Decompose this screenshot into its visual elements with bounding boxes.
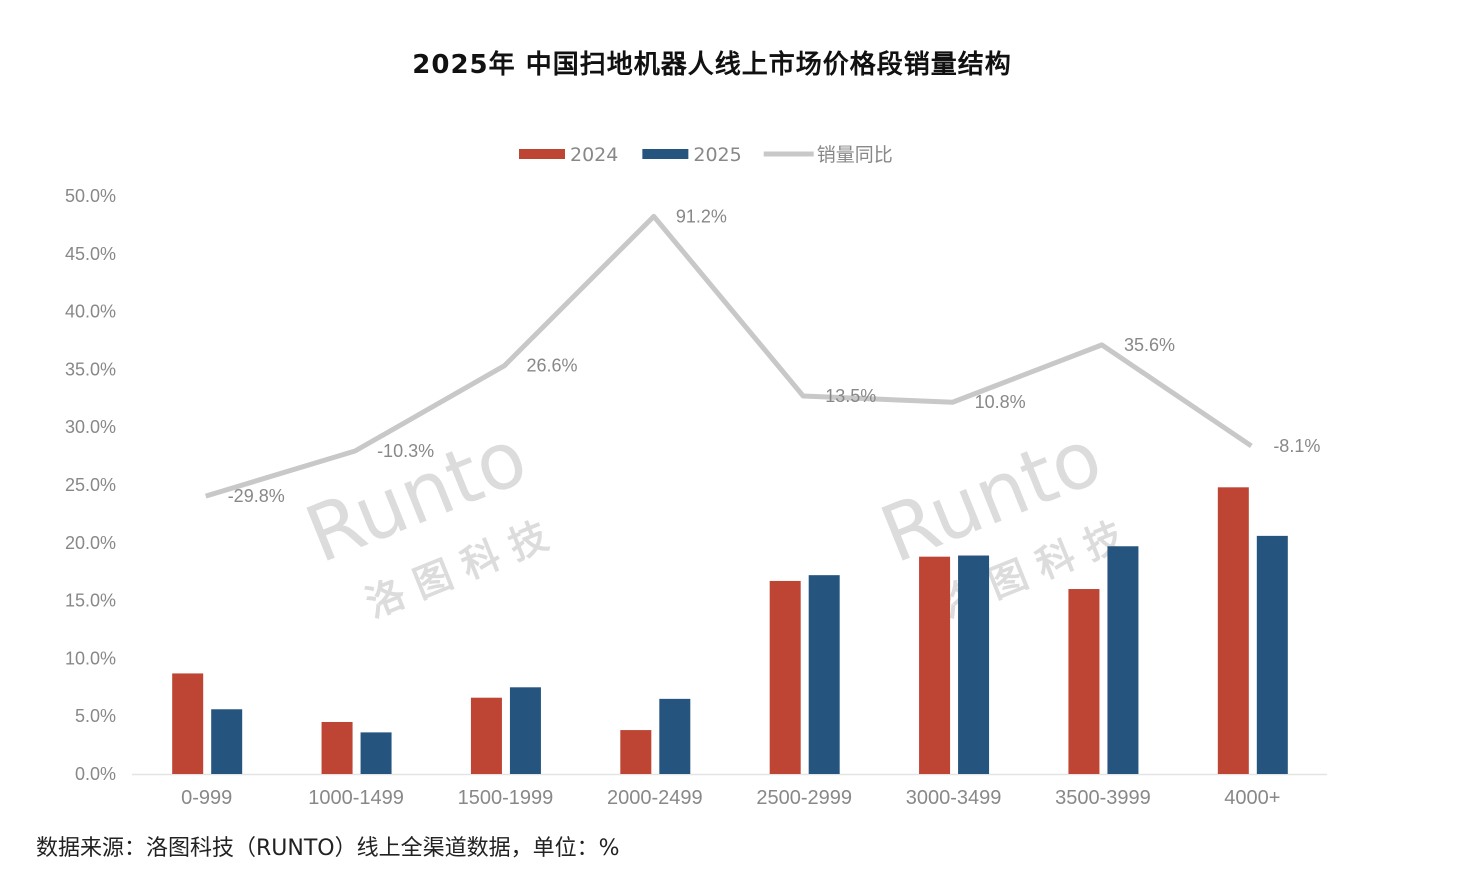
watermark-logo-image bbox=[250, 380, 610, 680]
legend-label: 2024 bbox=[570, 144, 618, 166]
x-tick-label: 1500-1999 bbox=[458, 787, 554, 809]
bar-2025-3500-3999 bbox=[1107, 546, 1139, 774]
x-tick-label: 2000-2499 bbox=[607, 787, 703, 809]
bar-2024-2000-2499 bbox=[620, 730, 652, 774]
line-data-label: -10.3% bbox=[377, 441, 434, 461]
x-tick-label: 2500-2999 bbox=[756, 787, 852, 809]
line-data-label: -8.1% bbox=[1273, 436, 1320, 456]
bar-2024-4000+ bbox=[1217, 487, 1249, 774]
legend-label: 2025 bbox=[693, 144, 741, 166]
y-tick-label: 40.0% bbox=[65, 302, 116, 322]
bar-2024-1500-1999 bbox=[470, 697, 502, 774]
x-tick-label: 3000-3499 bbox=[906, 787, 1002, 809]
line-yoy bbox=[204, 213, 1253, 499]
y-tick-label: 45.0% bbox=[65, 244, 116, 264]
x-tick-label: 3500-3999 bbox=[1055, 787, 1151, 809]
x-tick-label: 1000-1499 bbox=[308, 787, 404, 809]
bar-2024-0-999 bbox=[172, 673, 204, 774]
line-data-label: 35.6% bbox=[1124, 335, 1175, 355]
line-data-label: -29.8% bbox=[228, 486, 285, 506]
line-data-label: 10.8% bbox=[975, 392, 1026, 412]
bar-2025-3000-3499 bbox=[958, 555, 990, 774]
y-tick-label: 20.0% bbox=[65, 533, 116, 553]
bar-2024-3500-3999 bbox=[1068, 589, 1100, 774]
x-tick-label: 4000+ bbox=[1224, 787, 1280, 809]
bar-2025-2500-2999 bbox=[808, 575, 840, 774]
y-tick-label: 10.0% bbox=[65, 648, 116, 668]
line-data-label: 13.5% bbox=[825, 386, 876, 406]
data-source-note: 数据来源：洛图科技（RUNTO）线上全渠道数据，单位：% bbox=[36, 836, 620, 861]
y-tick-label: 50.0% bbox=[65, 186, 116, 206]
line-data-label: 91.2% bbox=[676, 206, 727, 226]
bar-2024-1000-1499 bbox=[321, 721, 353, 774]
y-tick-label: 0.0% bbox=[75, 764, 116, 784]
y-tick-label: 25.0% bbox=[65, 475, 116, 495]
legend-swatch-2024 bbox=[519, 149, 565, 159]
y-tick-label: 5.0% bbox=[75, 706, 116, 726]
y-tick-label: 15.0% bbox=[65, 591, 116, 611]
bar-2025-1000-1499 bbox=[360, 732, 392, 774]
legend-label: 销量同比 bbox=[817, 144, 893, 166]
bar-2025-0-999 bbox=[211, 709, 243, 774]
y-tick-label: 30.0% bbox=[65, 417, 116, 437]
bar-2025-4000+ bbox=[1256, 535, 1288, 774]
legend-swatch-2025 bbox=[642, 149, 689, 159]
y-tick-label: 35.0% bbox=[65, 359, 116, 379]
bar-2025-2000-2499 bbox=[659, 698, 691, 774]
chart-title: 2025年 中国扫地机器人线上市场价格段销量结构 bbox=[412, 50, 1012, 80]
line-data-label: 26.6% bbox=[526, 356, 577, 376]
x-tick-label: 0-999 bbox=[181, 787, 232, 809]
bar-2024-2500-2999 bbox=[769, 580, 801, 774]
bar-2024-3000-3499 bbox=[919, 556, 951, 774]
bar-2025-1500-1999 bbox=[509, 687, 541, 774]
